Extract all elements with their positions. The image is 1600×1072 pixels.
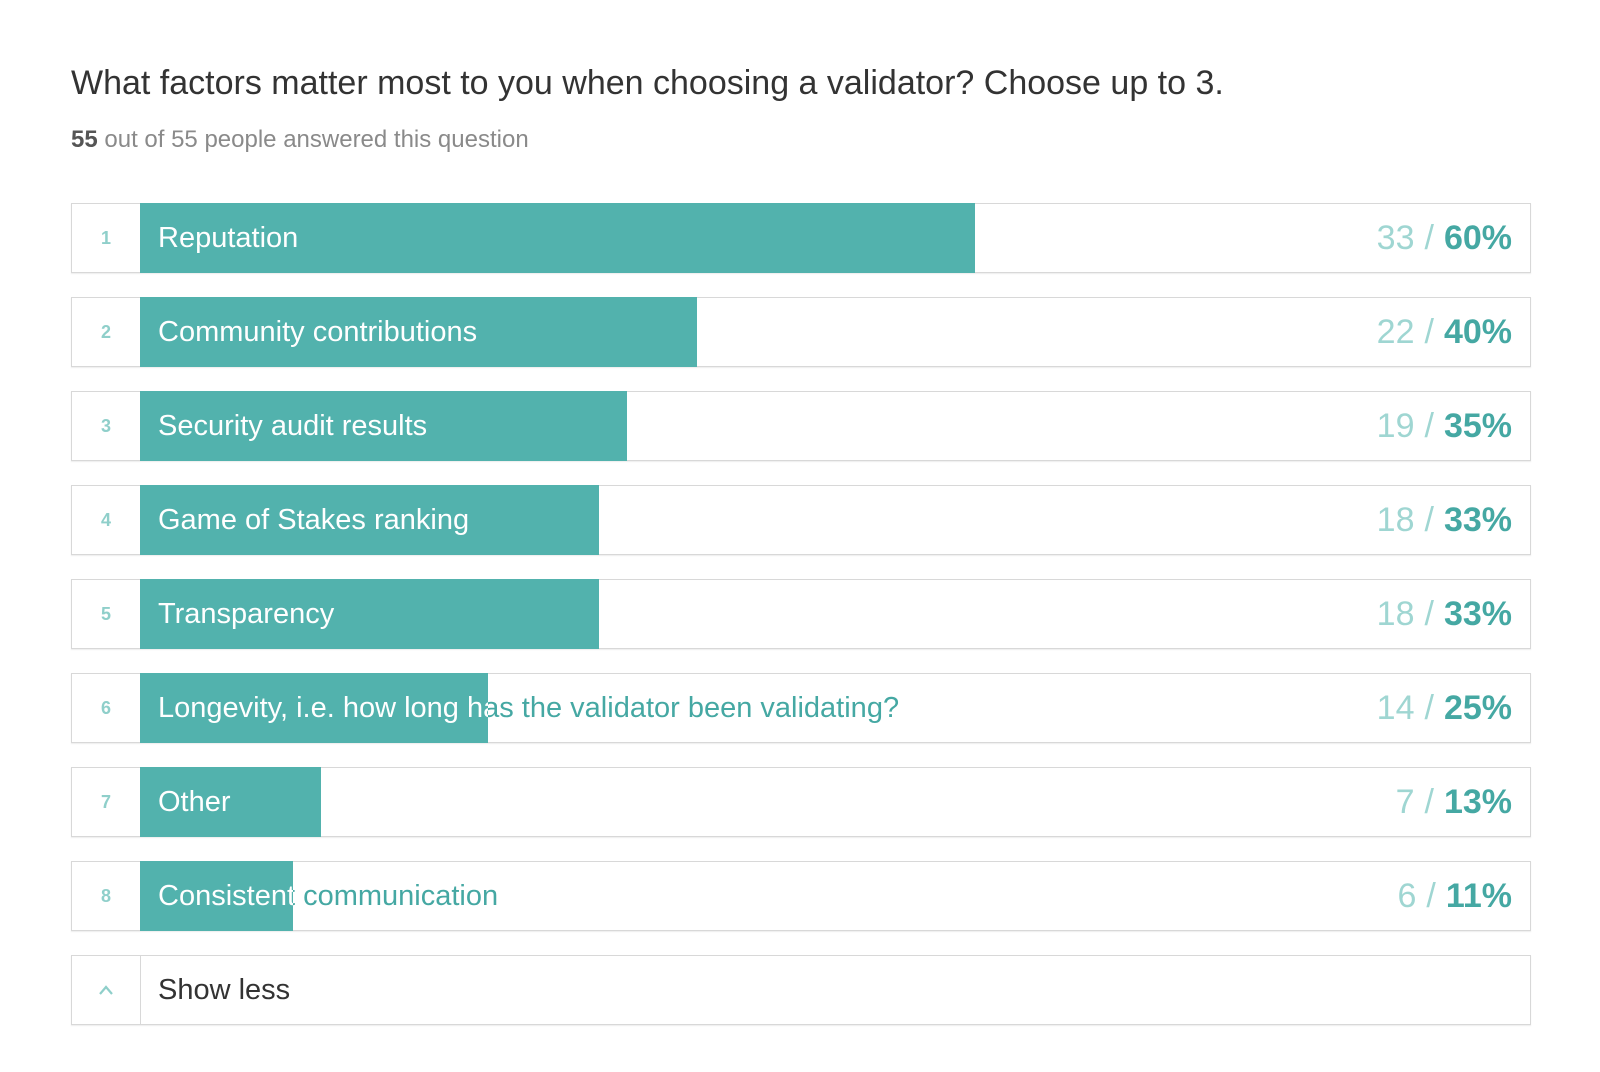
answer-rank: 8 <box>100 885 111 906</box>
answer-bar <box>140 861 293 931</box>
answer-label: Other <box>158 785 231 818</box>
answer-rank: 7 <box>100 791 111 812</box>
answer-bar <box>140 203 975 273</box>
answer-bar <box>140 297 697 367</box>
answer-bar-track: Other Other 7/13% <box>140 767 1530 837</box>
answer-bar-track: Longevity, i.e. how long has the validat… <box>140 673 1530 743</box>
answer-percent: 13% <box>1443 782 1512 821</box>
answer-value: 18/33% <box>1377 579 1512 649</box>
answer-value: 6/11% <box>1397 861 1512 931</box>
answer-bar-track: Community contributions Community contrib… <box>140 297 1530 367</box>
answer-bar <box>140 579 599 649</box>
answer-row: 6 Longevity, i.e. how long has the valida… <box>71 673 1531 743</box>
show-less-button[interactable]: Show less <box>71 955 1531 1025</box>
results-list: 1 Reputation Reputation 33/60% 2 Community co… <box>71 203 1531 1025</box>
answer-label-overlay: Other <box>140 767 321 837</box>
answer-bar-track: Transparency Transparency 18/33% <box>140 579 1530 649</box>
answered-count: 55 <box>71 126 98 153</box>
chevron-up-icon <box>72 956 141 1024</box>
answer-label-on-bar: Consistent communication <box>158 879 293 912</box>
answer-value: 22/40% <box>1377 297 1512 367</box>
answer-bar-track: Reputation Reputation 33/60% <box>140 203 1530 273</box>
answer-row: 1 Reputation Reputation 33/60% <box>71 203 1531 273</box>
answer-count: 22 <box>1376 312 1415 351</box>
answer-count: 19 <box>1376 406 1415 445</box>
answer-label: Reputation <box>158 221 299 254</box>
answer-count: 18 <box>1376 594 1415 633</box>
answer-bar <box>140 391 627 461</box>
answered-text: out of 55 people answered this question <box>97 126 529 153</box>
answer-row: 7 Other Other 7/13% <box>71 767 1531 837</box>
answered-summary: 55 out of 55 people answered this questi… <box>71 126 529 154</box>
answer-value: 14/25% <box>1377 673 1512 743</box>
answer-label: Longevity, i.e. how long has the validat… <box>158 691 900 724</box>
value-separator: / <box>1424 312 1434 351</box>
answer-row: 3 Security audit results Security audit re… <box>71 391 1531 461</box>
answer-count: 18 <box>1376 500 1415 539</box>
value-separator: / <box>1424 594 1434 633</box>
answer-rank: 5 <box>100 603 111 624</box>
answer-label-overlay: Security audit results <box>140 391 627 461</box>
answer-label-overlay: Consistent communication <box>140 861 293 931</box>
value-separator: / <box>1424 500 1434 539</box>
answer-percent: 33% <box>1443 594 1512 633</box>
answer-rank: 3 <box>100 415 111 436</box>
value-separator: / <box>1424 782 1434 821</box>
answer-label-overlay: Community contributions <box>140 297 697 367</box>
answer-label-overlay: Game of Stakes ranking <box>140 485 599 555</box>
answer-rank: 1 <box>100 227 111 248</box>
answer-count: 33 <box>1376 218 1415 257</box>
answer-bar <box>140 767 321 837</box>
answer-bar <box>140 485 599 555</box>
value-separator: / <box>1424 218 1434 257</box>
answer-label: Community contributions <box>158 315 478 348</box>
answer-bar <box>140 673 488 743</box>
answer-row: 4 Game of Stakes ranking Game of Stakes ra… <box>71 485 1531 555</box>
answer-count: 7 <box>1395 782 1415 821</box>
answer-percent: 60% <box>1443 218 1512 257</box>
answer-row: 2 Community contributions Community contri… <box>71 297 1531 367</box>
answer-label-overlay: Longevity, i.e. how long has the validat… <box>140 673 488 743</box>
answer-label-on-bar: Other <box>158 785 231 818</box>
answer-percent: 35% <box>1443 406 1512 445</box>
answer-percent: 40% <box>1443 312 1512 351</box>
answer-value: 19/35% <box>1377 391 1512 461</box>
show-less-label: Show less <box>158 973 291 1006</box>
value-separator: / <box>1426 876 1436 915</box>
answer-rank: 4 <box>100 509 111 530</box>
value-separator: / <box>1424 406 1434 445</box>
answer-bar-track: Game of Stakes ranking Game of Stakes ran… <box>140 485 1530 555</box>
answer-label: Transparency <box>158 597 335 630</box>
answer-label-on-bar: Reputation <box>158 221 299 254</box>
answer-bar-track: Security audit results Security audit res… <box>140 391 1530 461</box>
question-title: What factors matter most to you when cho… <box>71 64 1224 102</box>
value-separator: / <box>1424 688 1434 727</box>
answer-label: Consistent communication <box>158 879 499 912</box>
answer-label-on-bar: Community contributions <box>158 315 478 348</box>
answer-label-overlay: Reputation <box>140 203 975 273</box>
answer-count: 6 <box>1397 876 1417 915</box>
answer-value: 18/33% <box>1377 485 1512 555</box>
answer-value: 7/13% <box>1396 767 1512 837</box>
answer-label-on-bar: Game of Stakes ranking <box>158 503 470 536</box>
answer-row: 5 Transparency Transparency 18/33% <box>71 579 1531 649</box>
answer-label-on-bar: Security audit results <box>158 409 428 442</box>
answer-rank: 2 <box>100 321 111 342</box>
answer-percent: 11% <box>1445 876 1512 915</box>
answer-label: Game of Stakes ranking <box>158 503 470 536</box>
answer-rank: 6 <box>100 697 111 718</box>
answer-percent: 33% <box>1443 500 1512 539</box>
answer-label-on-bar: Longevity, i.e. how long has the validat… <box>158 691 488 724</box>
answer-value: 33/60% <box>1377 203 1512 273</box>
answer-label-overlay: Transparency <box>140 579 599 649</box>
answer-label: Security audit results <box>158 409 428 442</box>
answer-count: 14 <box>1376 688 1415 727</box>
answer-percent: 25% <box>1443 688 1512 727</box>
answer-label-on-bar: Transparency <box>158 597 335 630</box>
